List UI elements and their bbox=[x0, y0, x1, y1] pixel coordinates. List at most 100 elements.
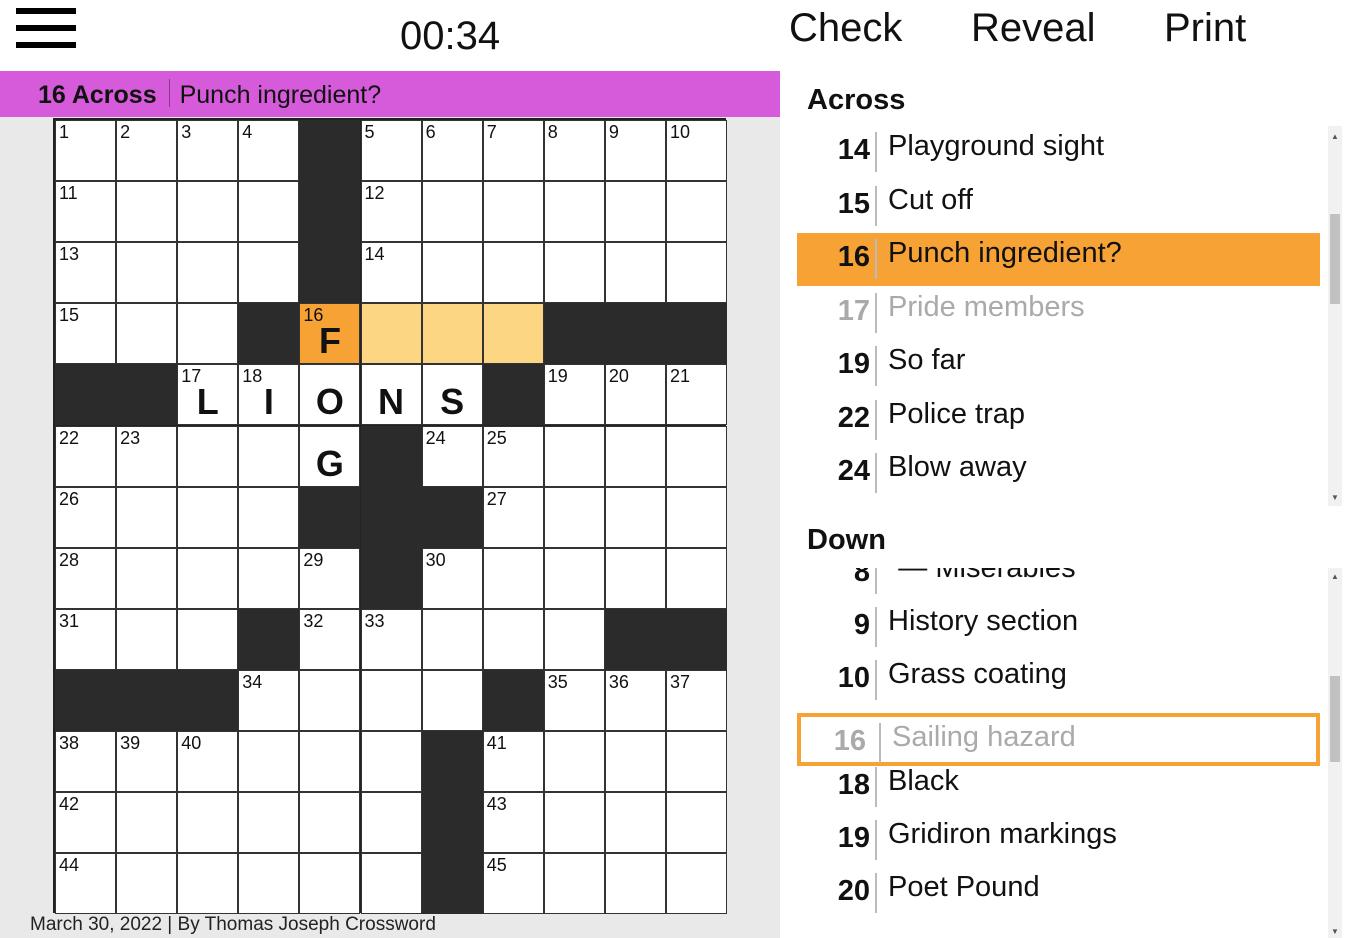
grid-cell[interactable] bbox=[238, 425, 300, 487]
grid-cell[interactable]: 32 bbox=[299, 608, 361, 670]
grid-cell[interactable] bbox=[360, 731, 422, 793]
grid-cell[interactable]: 29 bbox=[299, 547, 361, 609]
grid-cell[interactable] bbox=[604, 181, 666, 243]
grid-cell[interactable] bbox=[116, 181, 178, 243]
grid-cell[interactable]: 27 bbox=[482, 486, 544, 548]
grid-cell[interactable] bbox=[360, 303, 422, 365]
grid-cell[interactable] bbox=[543, 731, 605, 793]
grid-cell[interactable] bbox=[666, 425, 728, 487]
grid-cell[interactable]: 15 bbox=[55, 303, 117, 365]
grid-cell[interactable] bbox=[543, 181, 605, 243]
grid-cell[interactable] bbox=[299, 792, 361, 854]
grid-cell[interactable] bbox=[116, 853, 178, 915]
grid-cell[interactable] bbox=[238, 181, 300, 243]
grid-cell[interactable] bbox=[666, 242, 728, 304]
reveal-button[interactable]: Reveal bbox=[971, 6, 1096, 50]
down-scrollbar[interactable]: ▲ ▼ bbox=[1328, 568, 1342, 938]
grid-cell[interactable]: 10 bbox=[666, 120, 728, 182]
grid-cell[interactable]: 2 bbox=[116, 120, 178, 182]
grid-cell[interactable]: 45 bbox=[482, 853, 544, 915]
grid-cell[interactable] bbox=[360, 669, 422, 731]
grid-cell[interactable]: 39 bbox=[116, 731, 178, 793]
grid-cell[interactable] bbox=[238, 547, 300, 609]
grid-cell[interactable]: 18 I bbox=[238, 364, 300, 426]
grid-cell[interactable] bbox=[360, 853, 422, 915]
grid-cell[interactable] bbox=[299, 669, 361, 731]
grid-cell[interactable]: 7 bbox=[482, 120, 544, 182]
grid-cell[interactable]: 42 bbox=[55, 792, 117, 854]
grid-cell[interactable] bbox=[543, 792, 605, 854]
grid-cell[interactable]: 33 bbox=[360, 608, 422, 670]
grid-cell[interactable]: 30 bbox=[421, 547, 483, 609]
grid-cell[interactable] bbox=[299, 731, 361, 793]
grid-cell[interactable]: 41 bbox=[482, 731, 544, 793]
grid-cell[interactable] bbox=[116, 608, 178, 670]
grid-cell[interactable] bbox=[604, 486, 666, 548]
grid-cell[interactable]: 36 bbox=[604, 669, 666, 731]
grid-cell[interactable] bbox=[177, 608, 239, 670]
grid-cell[interactable]: 3 bbox=[177, 120, 239, 182]
grid-cell[interactable] bbox=[543, 486, 605, 548]
grid-cell[interactable] bbox=[604, 853, 666, 915]
grid-cell[interactable] bbox=[666, 792, 728, 854]
grid-cell[interactable] bbox=[421, 181, 483, 243]
grid-cell[interactable] bbox=[177, 242, 239, 304]
grid-cell[interactable]: 24 bbox=[421, 425, 483, 487]
grid-cell[interactable]: 21 bbox=[666, 364, 728, 426]
grid-cell[interactable]: 12 bbox=[360, 181, 422, 243]
down-clue-list[interactable]: ▲ ▼ 8 "— Miserables" 9 History section 10 Gras… bbox=[797, 568, 1342, 938]
clue-across-24[interactable]: 24 Blow away bbox=[797, 447, 1320, 500]
grid-cell[interactable]: 11 bbox=[55, 181, 117, 243]
grid-cell[interactable]: 40 bbox=[177, 731, 239, 793]
menu-icon[interactable] bbox=[16, 8, 76, 50]
grid-cell[interactable] bbox=[421, 608, 483, 670]
grid-cell[interactable] bbox=[360, 792, 422, 854]
grid-cell[interactable] bbox=[604, 547, 666, 609]
grid-cell[interactable] bbox=[421, 303, 483, 365]
grid-cell[interactable] bbox=[666, 181, 728, 243]
grid-cell[interactable] bbox=[604, 731, 666, 793]
grid-cell[interactable]: O bbox=[299, 364, 361, 426]
clue-down-10[interactable]: 10 Grass coating bbox=[797, 654, 1320, 707]
clue-across-15[interactable]: 15 Cut off bbox=[797, 180, 1320, 233]
grid-cell[interactable]: 13 bbox=[55, 242, 117, 304]
grid-cell[interactable] bbox=[482, 608, 544, 670]
grid-cell[interactable] bbox=[177, 303, 239, 365]
clue-down-19[interactable]: 19 Gridiron markings bbox=[797, 814, 1320, 867]
grid-cell[interactable]: 31 bbox=[55, 608, 117, 670]
print-button[interactable]: Print bbox=[1164, 6, 1247, 50]
grid-cell[interactable]: 26 bbox=[55, 486, 117, 548]
grid-cell[interactable]: 35 bbox=[543, 669, 605, 731]
grid-cell[interactable] bbox=[604, 792, 666, 854]
grid-cell[interactable]: 17 L bbox=[177, 364, 239, 426]
clue-down-16[interactable]: 16 Sailing hazard bbox=[797, 713, 1320, 766]
clue-across-22[interactable]: 22 Police trap bbox=[797, 394, 1320, 447]
clue-across-16[interactable]: 16 Punch ingredient? bbox=[797, 233, 1320, 286]
grid-cell[interactable] bbox=[666, 853, 728, 915]
grid-cell[interactable]: 16 F bbox=[299, 303, 361, 365]
grid-cell[interactable]: 14 bbox=[360, 242, 422, 304]
grid-cell[interactable] bbox=[238, 242, 300, 304]
grid-cell[interactable]: 43 bbox=[482, 792, 544, 854]
grid-cell[interactable]: 22 bbox=[55, 425, 117, 487]
clue-across-14[interactable]: 14 Playground sight bbox=[797, 126, 1320, 179]
grid-cell[interactable]: 28 bbox=[55, 547, 117, 609]
grid-cell[interactable] bbox=[116, 303, 178, 365]
grid-cell[interactable] bbox=[177, 486, 239, 548]
grid-cell[interactable]: G bbox=[299, 425, 361, 487]
grid-cell[interactable] bbox=[666, 486, 728, 548]
grid-cell[interactable] bbox=[482, 303, 544, 365]
grid-cell[interactable] bbox=[238, 792, 300, 854]
grid-cell[interactable] bbox=[482, 181, 544, 243]
grid-cell[interactable] bbox=[482, 547, 544, 609]
grid-cell[interactable]: 38 bbox=[55, 731, 117, 793]
across-scrollbar[interactable]: ▲ ▼ bbox=[1328, 126, 1342, 506]
grid-cell[interactable] bbox=[116, 547, 178, 609]
grid-cell[interactable] bbox=[177, 853, 239, 915]
grid-cell[interactable] bbox=[421, 242, 483, 304]
clue-down-20[interactable]: 20 Poet Pound bbox=[797, 867, 1320, 920]
grid-cell[interactable] bbox=[238, 731, 300, 793]
grid-cell[interactable] bbox=[421, 669, 483, 731]
grid-cell[interactable] bbox=[543, 853, 605, 915]
grid-cell[interactable] bbox=[177, 181, 239, 243]
